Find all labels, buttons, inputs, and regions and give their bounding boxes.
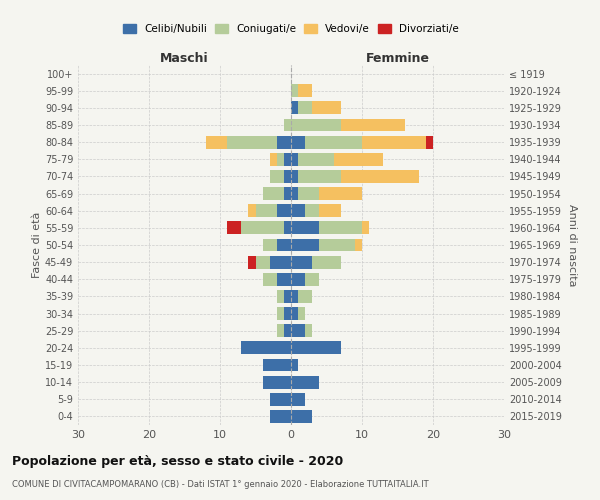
Bar <box>270 393 291 406</box>
Bar <box>248 256 256 268</box>
Bar <box>277 204 291 217</box>
Bar <box>291 290 298 303</box>
Bar <box>248 204 256 217</box>
Bar <box>256 256 270 268</box>
Bar <box>284 222 291 234</box>
Bar <box>227 222 241 234</box>
Bar <box>284 153 291 166</box>
Bar <box>284 307 291 320</box>
Bar <box>341 170 419 183</box>
Y-axis label: Anni di nascita: Anni di nascita <box>567 204 577 286</box>
Bar <box>277 307 284 320</box>
Bar <box>277 136 291 148</box>
Bar <box>241 342 291 354</box>
Bar <box>291 170 298 183</box>
Text: COMUNE DI CIVITACAMPOMARANO (CB) - Dati ISTAT 1° gennaio 2020 - Elaborazione TUT: COMUNE DI CIVITACAMPOMARANO (CB) - Dati … <box>12 480 428 489</box>
Bar <box>298 102 313 114</box>
Bar <box>284 187 291 200</box>
Bar <box>291 187 298 200</box>
Bar <box>291 376 319 388</box>
Bar <box>355 238 362 252</box>
Bar <box>298 307 305 320</box>
Bar <box>227 136 277 148</box>
Bar <box>319 238 355 252</box>
Bar <box>341 118 404 132</box>
Bar <box>291 153 298 166</box>
Bar <box>305 324 313 337</box>
Bar <box>277 324 284 337</box>
Bar <box>270 153 277 166</box>
Bar <box>263 238 277 252</box>
Bar <box>291 324 305 337</box>
Bar <box>291 256 313 268</box>
Bar <box>362 136 426 148</box>
Bar <box>263 273 277 285</box>
Bar <box>263 358 291 372</box>
Bar <box>277 238 291 252</box>
Bar <box>284 324 291 337</box>
Bar <box>277 153 284 166</box>
Bar <box>291 342 341 354</box>
Bar <box>313 102 341 114</box>
Bar <box>291 222 319 234</box>
Bar <box>291 358 298 372</box>
Bar <box>291 84 298 97</box>
Bar <box>270 256 291 268</box>
Bar <box>277 273 291 285</box>
Bar <box>291 393 305 406</box>
Bar <box>291 136 305 148</box>
Bar <box>319 204 341 217</box>
Bar <box>284 290 291 303</box>
Bar <box>270 170 284 183</box>
Bar <box>277 290 284 303</box>
Bar <box>362 222 369 234</box>
Bar <box>305 273 319 285</box>
Bar <box>298 170 341 183</box>
Bar <box>291 102 298 114</box>
Bar <box>298 290 313 303</box>
Bar <box>291 118 341 132</box>
Bar <box>284 118 291 132</box>
Bar <box>291 410 313 423</box>
Text: Femmine: Femmine <box>365 52 430 65</box>
Bar <box>291 307 298 320</box>
Bar <box>284 170 291 183</box>
Text: Popolazione per età, sesso e stato civile - 2020: Popolazione per età, sesso e stato civil… <box>12 455 343 468</box>
Bar <box>334 153 383 166</box>
Bar <box>298 84 313 97</box>
Bar <box>305 204 319 217</box>
Legend: Celibi/Nubili, Coniugati/e, Vedovi/e, Divorziati/e: Celibi/Nubili, Coniugati/e, Vedovi/e, Di… <box>119 20 463 38</box>
Bar <box>291 204 305 217</box>
Bar <box>298 187 319 200</box>
Bar <box>263 376 291 388</box>
Bar <box>319 222 362 234</box>
Bar <box>305 136 362 148</box>
Bar <box>206 136 227 148</box>
Bar <box>270 410 291 423</box>
Bar <box>263 187 284 200</box>
Bar <box>426 136 433 148</box>
Bar <box>313 256 341 268</box>
Bar <box>256 204 277 217</box>
Y-axis label: Fasce di età: Fasce di età <box>32 212 42 278</box>
Bar <box>319 187 362 200</box>
Text: Maschi: Maschi <box>160 52 209 65</box>
Bar <box>298 153 334 166</box>
Bar <box>291 238 319 252</box>
Bar <box>291 273 305 285</box>
Bar <box>241 222 284 234</box>
